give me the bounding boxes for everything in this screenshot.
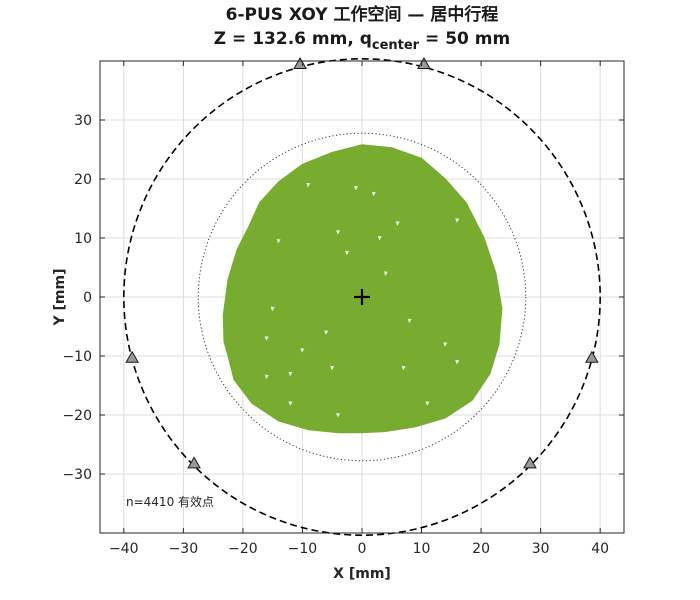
anchor-triangle-marker [417,56,431,69]
anchor-triangle-marker [584,350,599,363]
workspace-gap [443,342,448,347]
anchor-triangle-marker [293,56,307,69]
y-tick-label: 10 [74,231,92,247]
workspace-gap [377,236,382,241]
x-axis-label: X [mm] [333,566,391,582]
base-circle-dashed [123,58,601,536]
x-tick-label: −30 [169,541,199,557]
workspace-gap [345,250,350,256]
workspace-gap [276,238,281,244]
plot-area: −40 −30 −20 −10 0 10 20 30 40 −30 −20 −10 0 10 20 30 [62,56,625,557]
y-tick-label: 30 [74,113,92,129]
workspace-gap [401,365,406,371]
workspace-gap [407,318,412,324]
workspace-region [222,144,503,434]
workspace-gap [455,359,460,365]
x-tick-label: 40 [591,541,609,557]
workspace-gap [300,348,305,353]
workspace-gap [371,191,376,197]
workspace-gap [354,185,359,191]
chart-title-line2-prefix: Z = 132.6 mm, q [214,29,372,49]
workspace-gap [383,271,388,276]
x-tick-label: −10 [288,541,318,557]
anchor-triangle-marker [125,350,140,363]
workspace-gap [395,221,400,226]
x-tick-label: 30 [532,541,550,557]
workspace-gap [306,182,311,188]
workspace-gap [288,401,293,406]
chart-title-line2-suffix: = 50 mm [419,29,510,49]
x-tick-label: −20 [228,541,258,557]
anchor-triangle-marker [523,456,537,469]
x-tick-label: 20 [472,541,490,557]
y-tick-label: 20 [74,172,92,188]
chart-title-line1: 6-PUS XOY 工作空间 — 居中行程 [226,4,499,25]
chart-title-line2-subscript: center [372,38,420,53]
y-tick-label: −10 [62,349,92,365]
y-axis-label: Y [mm] [52,269,68,327]
y-tick-label: −20 [62,408,92,424]
workspace-gap [425,401,430,406]
point-count-annotation: n=4410 有效点 [126,494,214,509]
workspace-gap [455,218,460,223]
chart-title-line2: Z = 132.6 mm, qcenter = 50 mm [214,29,510,53]
workspace-gap [336,230,341,235]
x-tick-label: 10 [413,541,431,557]
workspace-gap [288,371,293,377]
workspace-gap [336,413,341,418]
workspace-gap [264,336,269,341]
workspace-gap [264,374,269,380]
y-tick-label: −30 [62,467,92,483]
anchor-triangle-marker [187,456,201,469]
x-tick-label: 0 [358,541,367,557]
workspace-gap [324,330,329,335]
x-tick-label: −40 [109,541,139,557]
workspace-gap [270,306,275,312]
y-tick-label: 0 [83,290,92,306]
workspace-gap [330,365,335,371]
inscribed-circle-dotted [197,132,527,462]
